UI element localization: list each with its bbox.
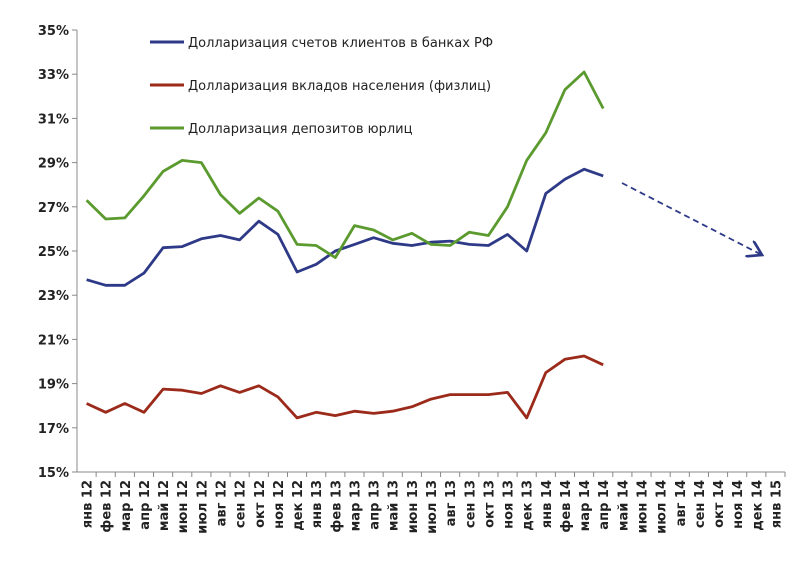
y-tick-label: 25% xyxy=(38,245,69,260)
x-tick-label: фев 13 xyxy=(329,480,344,533)
x-tick-label: дек 12 xyxy=(291,480,306,531)
x-tick-label: мар 13 xyxy=(348,480,363,531)
x-tick-label: фев 12 xyxy=(100,480,115,533)
x-tick-label: авг 14 xyxy=(674,480,689,526)
x-tick-label: ноя 13 xyxy=(502,480,517,529)
legend-label: Долларизация депозитов юрлиц xyxy=(188,122,413,137)
y-tick-label: 29% xyxy=(38,157,69,172)
x-tick-label: июн 13 xyxy=(406,480,421,533)
x-tick-label: апр 14 xyxy=(597,480,612,530)
x-tick-label: окт 12 xyxy=(253,480,268,528)
forecast-arrow xyxy=(621,182,762,255)
x-tick-label: сен 14 xyxy=(693,480,708,528)
y-tick-label: 15% xyxy=(38,466,69,481)
x-tick-label: июл 12 xyxy=(195,480,210,534)
y-tick-label: 35% xyxy=(38,24,69,39)
x-tick-label: май 12 xyxy=(157,480,172,531)
x-tick-label: янв 13 xyxy=(310,480,325,528)
x-tick-label: авг 12 xyxy=(215,480,230,526)
y-tick-label: 31% xyxy=(38,112,69,127)
legend-label: Долларизация вкладов населения (физлиц) xyxy=(188,79,491,94)
legend-label: Долларизация счетов клиентов в банках РФ xyxy=(188,36,493,51)
x-tick-label: дек 14 xyxy=(750,480,765,531)
series-line xyxy=(86,354,604,420)
x-tick-label: сен 12 xyxy=(234,480,249,528)
y-tick-label: 17% xyxy=(38,422,69,437)
x-tick-label: янв 14 xyxy=(540,480,555,528)
x-tick-label: апр 12 xyxy=(138,480,153,530)
x-tick-label: сен 13 xyxy=(463,480,478,528)
x-tick-label: ноя 14 xyxy=(731,480,746,529)
y-tick-label: 33% xyxy=(38,68,69,83)
y-tick-label: 19% xyxy=(38,378,69,393)
x-tick-label: июл 14 xyxy=(655,480,670,534)
x-tick-label: фев 14 xyxy=(559,480,574,533)
series-line xyxy=(86,167,604,287)
x-tick-label: окт 13 xyxy=(482,480,497,528)
x-tick-label: янв 12 xyxy=(81,480,96,528)
x-tick-label: янв 15 xyxy=(769,480,784,528)
y-tick-label: 23% xyxy=(38,289,69,304)
series-line xyxy=(85,70,605,259)
x-tick-label: июн 14 xyxy=(635,480,650,533)
y-tick-label: 27% xyxy=(38,201,69,216)
x-tick-label: май 14 xyxy=(616,480,631,531)
x-tick-label: июл 13 xyxy=(425,480,440,534)
x-tick-label: апр 13 xyxy=(368,480,383,530)
x-tick-label: мар 14 xyxy=(578,480,593,531)
x-tick-label: ноя 12 xyxy=(272,480,287,529)
x-tick-label: мар 12 xyxy=(119,480,134,531)
x-tick-label: май 13 xyxy=(387,480,402,531)
x-tick-label: окт 14 xyxy=(712,480,727,528)
x-tick-label: дек 13 xyxy=(521,480,536,531)
x-tick-label: июн 12 xyxy=(176,480,191,533)
y-tick-label: 21% xyxy=(38,333,69,348)
x-tick-label: авг 13 xyxy=(444,480,459,526)
